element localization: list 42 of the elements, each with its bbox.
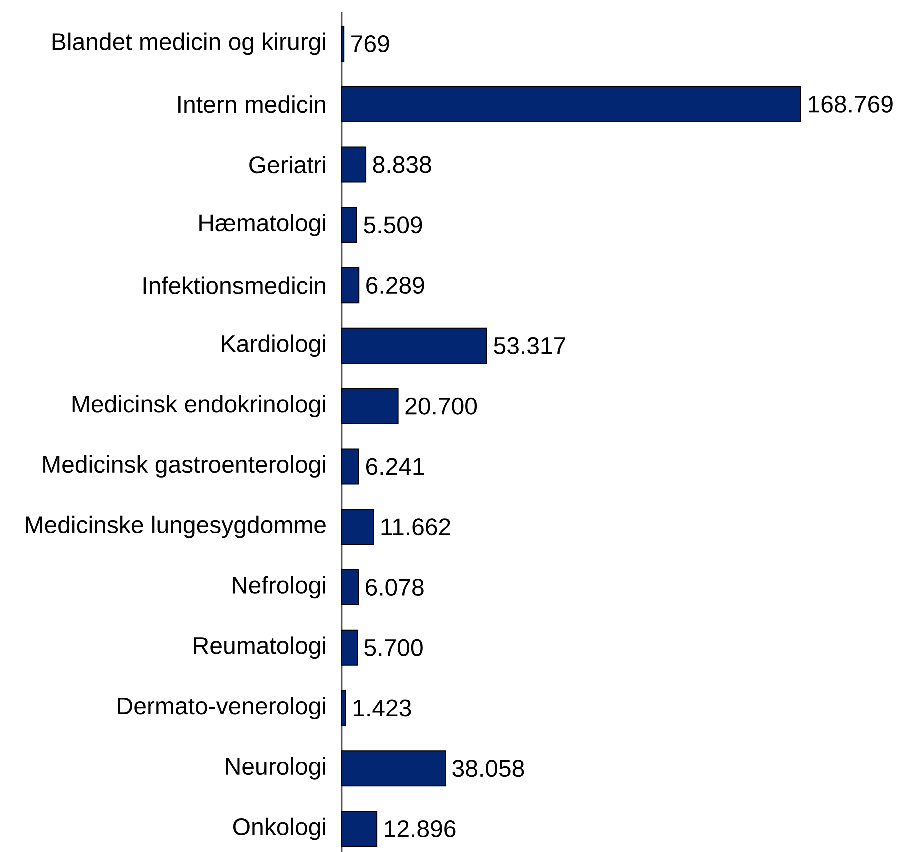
data-label: 5.700 [364,639,423,656]
bar [342,86,802,122]
y-tick-label: Medicinske lungesygdomme [26,516,326,538]
y-tick-label: Reumatologi [194,636,326,660]
data-label: 1.423 [354,700,412,717]
y-tick-label: Onkologi [233,818,326,840]
bar [342,690,346,726]
y-tick-label: Medicinsk endokrinologi [72,395,326,418]
data-label: 5.509 [364,216,422,234]
y-tick-label: Hæmatologi [200,214,326,236]
bar [342,268,360,304]
data-label: 12.896 [385,820,456,838]
bar [342,811,378,848]
y-tick-label: Neurologi [226,757,326,780]
y-tick-label: Blandet medicin og kirurgi [52,32,326,56]
data-label: 6.241 [366,458,424,476]
y-tick-label: Dermato-venerologi [118,697,326,720]
bar [342,26,345,62]
data-label: 769 [352,35,390,52]
bar [342,448,360,485]
data-label: 168.769 [809,96,893,113]
data-label: 6.289 [366,277,424,294]
bar [342,750,446,787]
y-tick-label: Infektionsmedicin [144,276,326,294]
bar [342,630,358,666]
bar [342,207,358,244]
y-tick-label: Nefrologi [232,576,326,599]
data-label: 11.662 [382,518,450,536]
y-tick-label: Geriatri [250,156,326,174]
data-label: 20.700 [406,398,478,415]
y-tick-label: Medicinsk gastroenterologi [44,456,326,478]
bar [342,328,488,364]
bar [342,388,399,424]
y-tick-label: Kardiologi [222,334,326,358]
data-label: 38.058 [452,760,524,778]
y-tick-label: Intern medicin [178,96,326,114]
data-label: 6.078 [366,578,424,596]
bar [342,509,374,546]
data-label: 8.838 [373,156,432,174]
data-label: 53.317 [494,337,566,354]
bar [342,146,367,183]
bar [342,569,360,606]
